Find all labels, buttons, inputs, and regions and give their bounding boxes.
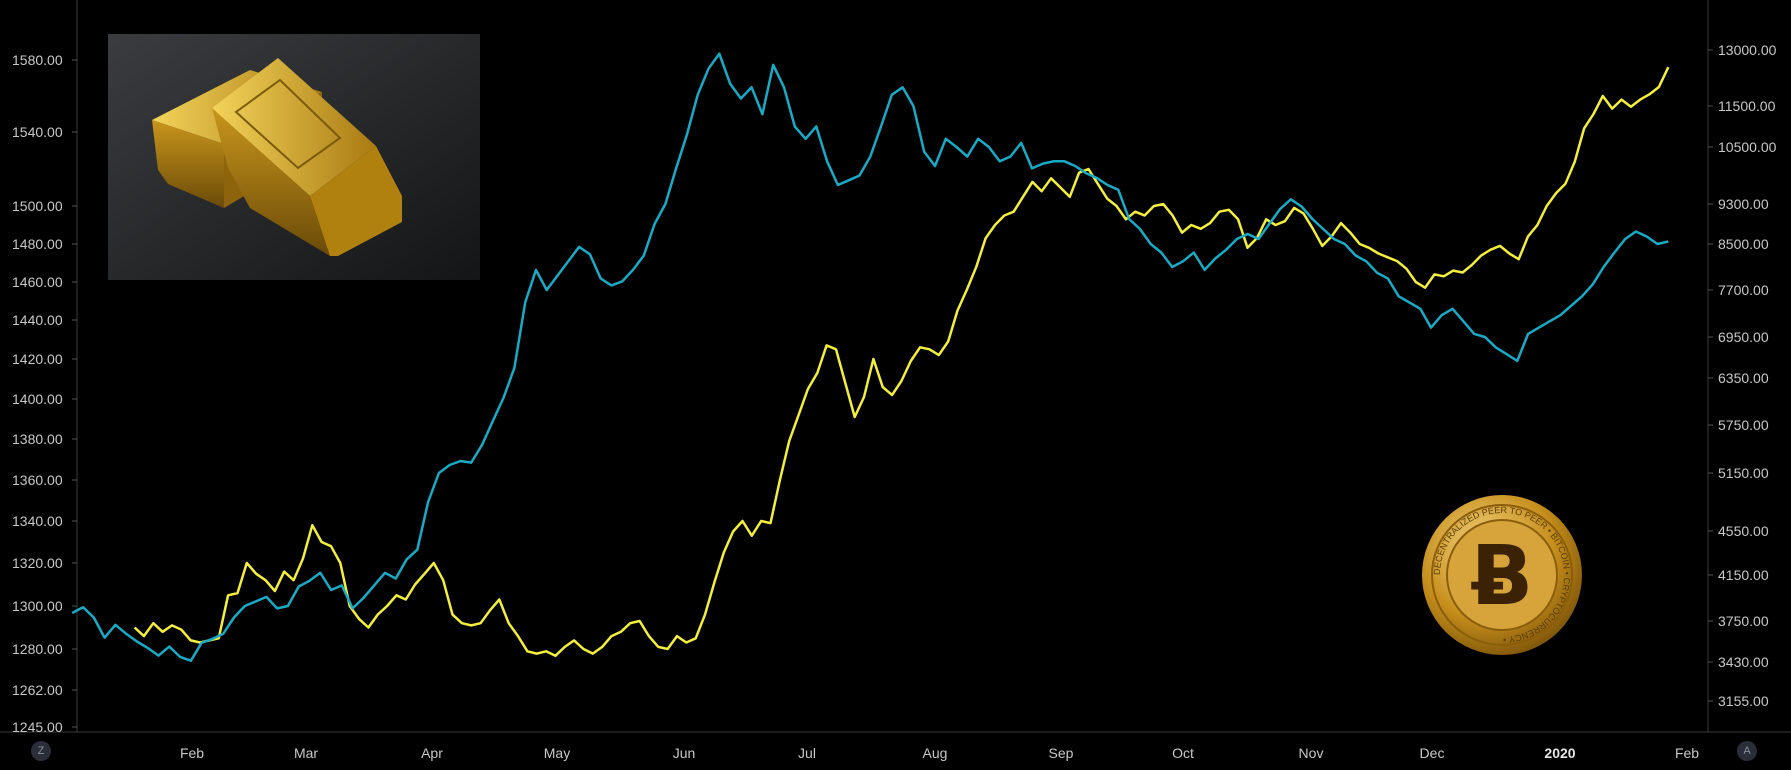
left-tick-label: 1360.00 — [12, 472, 63, 488]
time-tick-label: Aug — [923, 745, 948, 761]
right-tick-label: 11500.00 — [1718, 98, 1776, 114]
right-tick-label: 10500.00 — [1718, 139, 1777, 155]
right-tick-label: 6950.00 — [1718, 329, 1769, 345]
time-tick-label: Jun — [673, 745, 696, 761]
time-tick-label: Oct — [1172, 745, 1194, 761]
left-tick-label: 1500.00 — [12, 198, 63, 214]
left-tick-label: 1580.00 — [12, 52, 63, 68]
right-price-axis[interactable]: 13000.00 11500.00 10500.00 9300.00 8500.00 77… — [1708, 42, 1777, 709]
left-price-axis[interactable]: 1580.00 1540.00 1500.00 1480.00 1460.00 1440.… — [12, 52, 77, 735]
right-tick-label: 5750.00 — [1718, 417, 1769, 433]
time-tick-label: May — [544, 745, 570, 761]
coin-glyph: Ƀ — [1471, 529, 1534, 624]
left-tick-label: 1400.00 — [12, 391, 63, 407]
time-tick-label: 2020 — [1544, 745, 1575, 761]
series-layer — [71, 52, 1670, 662]
right-tick-label: 6350.00 — [1718, 370, 1769, 386]
left-tick-label: 1460.00 — [12, 274, 63, 290]
right-tick-label: 3430.00 — [1718, 654, 1769, 670]
left-tick-label: 1420.00 — [12, 351, 63, 367]
left-tick-label: 1440.00 — [12, 312, 63, 328]
right-tick-label: 4150.00 — [1718, 567, 1769, 583]
right-tick-label: 5150.00 — [1718, 465, 1769, 481]
gold-bars-image — [108, 34, 480, 280]
right-tick-label: 7700.00 — [1718, 282, 1769, 298]
left-tick-label: 1480.00 — [12, 236, 63, 252]
right-tick-label: 9300.00 — [1718, 196, 1769, 212]
time-tick-label: Jul — [798, 745, 816, 761]
right-tick-label: 3750.00 — [1718, 613, 1769, 629]
time-axis[interactable]: Feb Mar Apr May Jun Jul Aug Sep Oct Nov Dec 2020 Feb — [180, 745, 1699, 761]
right-tick-label: 4550.00 — [1718, 523, 1769, 539]
left-tick-label: 1280.00 — [12, 641, 63, 657]
time-tick-label: Feb — [180, 745, 204, 761]
time-tick-label: Sep — [1049, 745, 1074, 761]
left-tick-label: 1320.00 — [12, 555, 63, 571]
left-tick-label: 1340.00 — [12, 513, 63, 529]
auto-scale-right-button[interactable]: A — [1737, 741, 1757, 761]
bitcoin-price-line — [71, 52, 1669, 662]
right-tick-label: 3155.00 — [1718, 693, 1769, 709]
left-tick-label: 1300.00 — [12, 598, 63, 614]
time-tick-label: Dec — [1420, 745, 1445, 761]
left-tick-label: 1380.00 — [12, 431, 63, 447]
gold-price-line — [133, 66, 1670, 658]
time-tick-label: Mar — [294, 745, 318, 761]
left-tick-label: 1262.00 — [12, 682, 63, 698]
time-tick-label: Feb — [1675, 745, 1699, 761]
left-tick-label: 1540.00 — [12, 124, 63, 140]
left-tick-label: 1245.00 — [12, 719, 63, 735]
time-tick-label: Apr — [421, 745, 443, 761]
time-tick-label: Nov — [1299, 745, 1324, 761]
right-tick-label: 13000.00 — [1718, 42, 1777, 58]
auto-scale-left-button[interactable]: Z — [31, 741, 51, 761]
bitcoin-logo: DECENTRALIZED PEER TO PEER • BITCOIN • C… — [1422, 495, 1582, 655]
right-tick-label: 8500.00 — [1718, 236, 1769, 252]
